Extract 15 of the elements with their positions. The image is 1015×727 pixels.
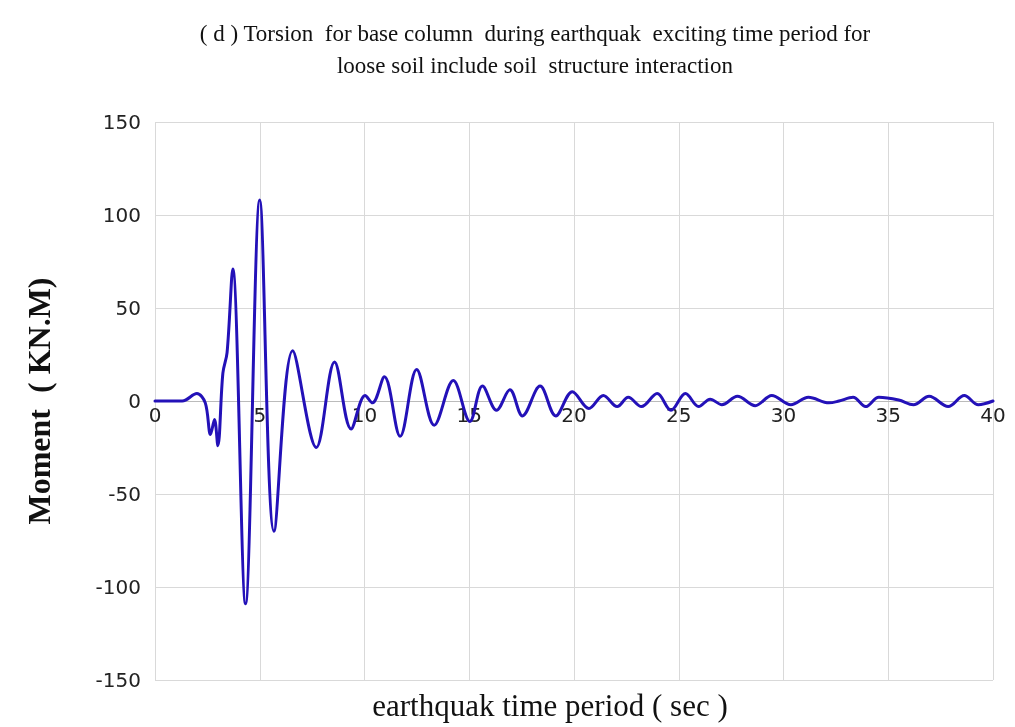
x-tick-label: 0 bbox=[148, 403, 162, 427]
x-tick-label: 40 bbox=[980, 403, 1006, 427]
chart-title: ( d ) Torsion for base column during earthquak exciting time period for loose soil include soil structure interaction bbox=[199, 20, 871, 78]
x-tick-label: 35 bbox=[875, 403, 901, 427]
y-tick-label: -150 bbox=[95, 668, 141, 692]
y-tick-label: -100 bbox=[95, 575, 141, 599]
x-tick-label: 20 bbox=[561, 403, 587, 427]
x-tick-label: 5 bbox=[253, 403, 267, 427]
y-tick-label: 150 bbox=[102, 110, 141, 134]
y-tick-label: 50 bbox=[115, 296, 141, 320]
x-tick-label: 30 bbox=[770, 403, 797, 427]
y-tick-label: 100 bbox=[102, 203, 141, 227]
y-tick-label: -50 bbox=[108, 482, 141, 506]
x-axis-title: earthquak time period ( sec ) bbox=[372, 688, 728, 723]
y-axis-title: Moment ( KN.M) bbox=[21, 277, 57, 525]
